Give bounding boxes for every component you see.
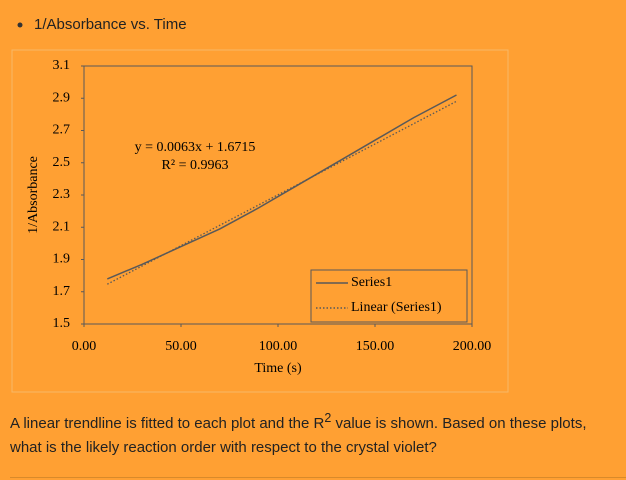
x-tick-label: 0.00 — [72, 339, 97, 354]
chart: 1/Absorbance vs. Time Time (s) 1/Absorba… — [11, 16, 509, 393]
y-tick-label: 3.1 — [53, 58, 71, 73]
bullet-title: 1/Absorbance vs. Time — [34, 16, 187, 33]
annotation: R² = 0.9963 — [162, 158, 229, 173]
y-tick-label: 1.9 — [53, 252, 71, 267]
y-tick-label: 2.7 — [53, 123, 71, 138]
x-axis-title: Time (s) — [254, 361, 302, 376]
legend-label: Linear (Series1) — [351, 300, 442, 315]
annotation: y = 0.0063x + 1.6715 — [135, 140, 256, 155]
bullet — [17, 22, 23, 28]
y-tick-label: 1.7 — [53, 284, 71, 299]
chart-frame — [11, 49, 509, 393]
y-tick-label: 2.5 — [53, 155, 71, 170]
series-line — [107, 94, 457, 280]
x-tick-label: 200.00 — [453, 339, 492, 354]
superscript: 2 — [324, 411, 332, 425]
x-tick-label: 100.00 — [259, 339, 298, 354]
legend-box — [310, 269, 468, 323]
x-tick-label: 150.00 — [356, 339, 395, 354]
question-text: A linear trendline is fitted to each plo… — [10, 415, 325, 432]
legend-label: Series1 — [351, 275, 392, 290]
question-text: value is shown. Based on these plots, wh… — [10, 415, 587, 456]
x-tick-label: 50.00 — [165, 339, 197, 354]
y-tick-label: 1.5 — [53, 316, 71, 331]
question: A linear trendline is fitted to each plo… — [10, 406, 610, 460]
series-line — [106, 100, 457, 285]
y-axis-title: 1/Absorbance — [26, 156, 41, 234]
y-tick-label: 2.9 — [53, 90, 71, 105]
y-tick-label: 2.1 — [53, 219, 71, 234]
y-tick-label: 2.3 — [53, 187, 71, 202]
separator — [10, 477, 626, 478]
